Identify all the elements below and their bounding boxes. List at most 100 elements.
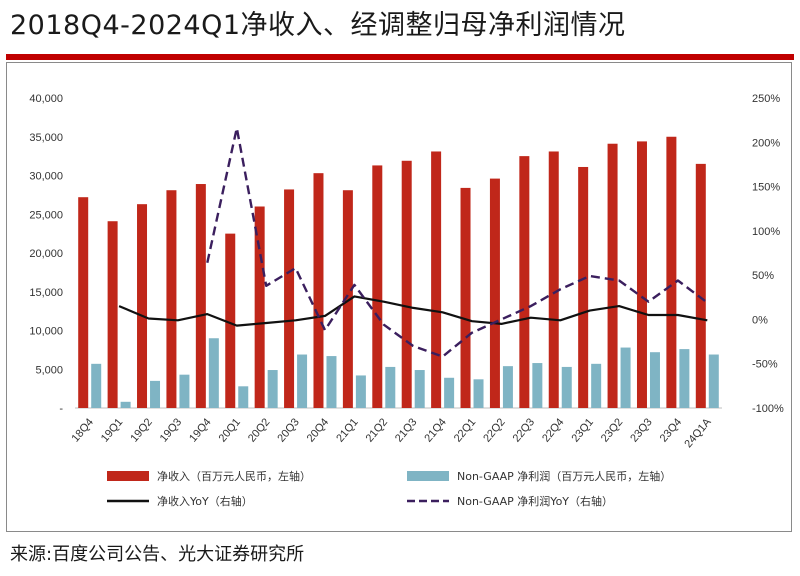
- left-tick-label: 40,000: [29, 93, 63, 105]
- profit-bar: [502, 366, 513, 408]
- x-tick-label: 19Q1: [99, 416, 125, 444]
- x-tick-label: 19Q2: [128, 416, 154, 444]
- x-tick-label: 20Q2: [246, 416, 272, 444]
- chart-title: 2018Q4-2024Q1净收入、经调整归母净利润情况: [10, 10, 626, 41]
- profit-bar: [385, 366, 396, 408]
- left-tick-label: 25,000: [29, 209, 63, 221]
- right-axis: -100% -50% 0% 50% 100% 150% 200% 250%: [752, 93, 784, 415]
- profit-bar: [179, 374, 190, 408]
- revenue-bar: [548, 151, 559, 408]
- revenue-bar: [107, 221, 118, 408]
- left-tick-label: 10,000: [29, 326, 63, 338]
- revenue-bar: [695, 163, 706, 408]
- left-tick-label: -: [59, 403, 63, 415]
- profit-bar: [91, 363, 102, 408]
- x-tick-label: 23Q1: [569, 416, 595, 444]
- x-tick-label: 21Q3: [393, 416, 419, 444]
- profit-bar: [532, 363, 543, 408]
- profit-bar: [297, 354, 308, 408]
- x-tick-label: 24Q1A: [682, 416, 714, 450]
- legend-swatch: [107, 471, 149, 481]
- right-tick-label: 250%: [752, 93, 780, 105]
- profit-bar: [444, 377, 455, 408]
- revenue-bar: [489, 178, 500, 408]
- revenue-bar: [519, 156, 530, 408]
- profit-bar: [473, 379, 484, 408]
- revenue-bar: [342, 190, 353, 408]
- x-tick-label: 22Q4: [540, 416, 566, 444]
- right-tick-label: -50%: [752, 359, 778, 371]
- legend-swatch: [407, 471, 449, 481]
- revenue-bar: [225, 233, 236, 408]
- profit-bar: [120, 401, 131, 408]
- x-tick-label: 23Q2: [599, 416, 625, 444]
- x-tick-label: 21Q1: [334, 416, 360, 444]
- x-tick-label: 23Q4: [658, 416, 684, 444]
- bar-series: [78, 136, 719, 408]
- legend-label: Non-GAAP 净利润（百万元人民币，左轴）: [457, 469, 671, 483]
- legend-label: Non-GAAP 净利润YoY（右轴）: [457, 494, 613, 508]
- legend-label: 净收入YoY（右轴）: [157, 494, 253, 508]
- right-tick-label: 50%: [752, 270, 774, 282]
- profit-bar: [150, 380, 161, 408]
- legend: 净收入（百万元人民币，左轴） Non-GAAP 净利润（百万元人民币，左轴） 净收入…: [107, 469, 671, 508]
- profit-bar: [208, 338, 219, 408]
- right-tick-label: -100%: [752, 403, 784, 415]
- x-tick-label: 20Q4: [305, 416, 331, 444]
- revenue-bar: [401, 160, 412, 408]
- x-tick-label: 21Q4: [422, 416, 448, 444]
- x-axis: 18Q4 19Q1 19Q2 19Q3 19Q4 20Q1 20Q2 20Q3 20Q4 21Q1…: [70, 416, 715, 450]
- profit-bar: [591, 363, 602, 408]
- profit-bar: [238, 386, 249, 408]
- revenue-bar: [254, 206, 265, 408]
- revenue-bar: [137, 204, 148, 408]
- x-tick-label: 18Q4: [70, 416, 96, 444]
- source-note: 来源:百度公司公告、光大证券研究所: [10, 544, 305, 565]
- x-tick-label: 23Q3: [628, 416, 654, 444]
- profit-bar: [561, 366, 572, 408]
- x-tick-label: 22Q2: [481, 416, 507, 444]
- revenue-bar: [313, 173, 324, 408]
- revenue-bar: [460, 187, 471, 408]
- left-tick-label: 20,000: [29, 248, 63, 260]
- legend-label: 净收入（百万元人民币，左轴）: [157, 469, 311, 483]
- chart-area: - 5,000 10,000 15,000 20,000 25,000 30,000 35,0…: [6, 62, 792, 532]
- x-tick-label: 21Q2: [364, 416, 390, 444]
- right-tick-label: 200%: [752, 137, 780, 149]
- x-tick-label: 22Q3: [511, 416, 537, 444]
- right-tick-label: 0%: [752, 314, 768, 326]
- right-tick-label: 100%: [752, 226, 780, 238]
- x-tick-label: 20Q1: [217, 416, 243, 444]
- revenue-bar: [284, 189, 295, 408]
- revenue-bar: [166, 190, 177, 408]
- x-tick-label: 20Q3: [275, 416, 301, 444]
- profit-bar: [649, 352, 660, 408]
- left-tick-label: 15,000: [29, 287, 63, 299]
- profit-bar: [414, 370, 425, 408]
- revenue-bar: [78, 197, 89, 408]
- line-series: [118, 126, 709, 358]
- chart-svg: - 5,000 10,000 15,000 20,000 25,000 30,000 35,0…: [29, 93, 784, 508]
- left-tick-label: 30,000: [29, 171, 63, 183]
- profit-bar: [267, 370, 278, 408]
- revenue-bar: [636, 141, 647, 408]
- revenue-bar: [578, 166, 589, 408]
- profit-bar: [708, 354, 719, 408]
- revenue-bar: [195, 184, 206, 408]
- profit-bar: [355, 375, 366, 408]
- left-tick-label: 35,000: [29, 132, 63, 144]
- revenue-bar: [607, 143, 618, 408]
- profit-yoy-line: [206, 126, 709, 358]
- profit-bar: [326, 356, 337, 408]
- x-tick-label: 22Q1: [452, 416, 478, 444]
- revenue-yoy-line: [118, 295, 708, 327]
- revenue-bar: [372, 165, 383, 408]
- left-tick-label: 5,000: [35, 364, 63, 376]
- right-tick-label: 150%: [752, 182, 780, 194]
- profit-bar: [620, 347, 631, 408]
- profit-bar: [679, 349, 690, 408]
- revenue-bar: [431, 151, 442, 408]
- title-rule: [6, 54, 794, 60]
- x-tick-label: 19Q3: [158, 416, 184, 444]
- x-tick-label: 19Q4: [187, 416, 213, 444]
